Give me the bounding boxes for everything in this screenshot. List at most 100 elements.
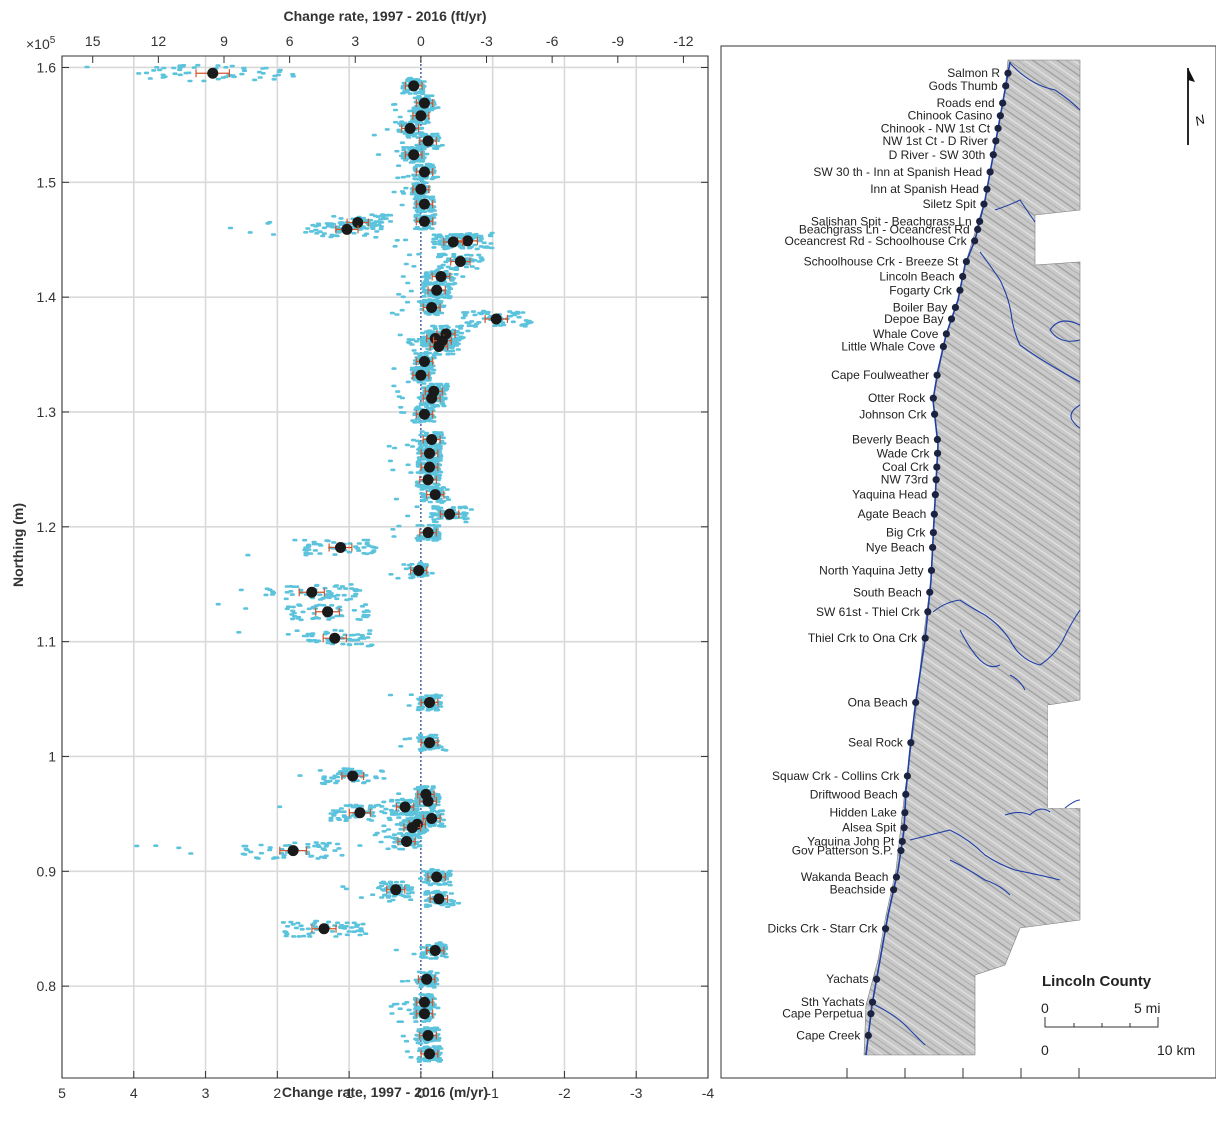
y-tick-label: 1.6 <box>37 59 57 75</box>
transect-rates <box>84 63 534 1063</box>
mean-rate-point <box>419 135 437 147</box>
x-axis-ticks: 5 4 3 2 1 0 -1 -2 -3 -4 <box>58 1071 714 1101</box>
mean-marker <box>329 632 341 644</box>
place-marker: South Beach <box>853 585 934 599</box>
mean-rate-point <box>419 795 437 807</box>
place-dot <box>933 463 941 471</box>
place-marker: Wade Crk <box>877 446 942 460</box>
place-marker: Lincoln Beach <box>879 269 967 283</box>
place-dot <box>971 237 979 245</box>
scale-upper-5mi: 5 mi <box>1134 1000 1160 1016</box>
place-dot <box>962 257 970 266</box>
mean-marker <box>424 737 436 749</box>
mean-rate-point <box>426 489 445 501</box>
mean-marker <box>415 183 427 195</box>
place-label: Fogarty Crk <box>889 283 953 297</box>
place-marker: Beachgrass Ln - Oceancrest Rd <box>799 222 982 236</box>
scale-lower-zero: 0 <box>1041 1042 1049 1058</box>
place-label: Yaquina John Pt <box>807 834 895 848</box>
place-marker: Cape Perpetua <box>782 1007 875 1021</box>
place-dot <box>867 1010 875 1018</box>
place-label: Thiel Crk to Ona Crk <box>808 631 918 645</box>
mean-marker <box>424 1048 436 1060</box>
mean-rate-point <box>395 801 415 813</box>
place-label: Salishan Spit - Beachgrass Ln <box>811 214 972 228</box>
place-label: Cape Creek <box>796 1029 861 1043</box>
place-dot <box>902 790 910 798</box>
mean-rate-point <box>415 1008 434 1020</box>
place-dot <box>933 371 941 379</box>
place-label: NW 73rd <box>881 473 928 487</box>
mean-marker <box>424 461 436 473</box>
place-label: NW 1st Ct - D River <box>882 134 987 148</box>
place-dot <box>927 566 936 575</box>
mean-marker <box>424 447 436 459</box>
place-marker: Oceancrest Rd - Schoolhouse Crk <box>785 234 979 248</box>
place-marker: Chinook - NW 1st Ct <box>881 121 1002 135</box>
map-gap <box>1048 705 1080 808</box>
place-label: Agate Beach <box>858 507 927 521</box>
mean-rate-point <box>429 893 449 905</box>
place-dot <box>892 873 901 881</box>
mean-rate-point <box>341 770 365 782</box>
mean-marker <box>421 973 433 985</box>
x-tick-label: 3 <box>202 1085 210 1101</box>
place-label: Chinook Casino <box>908 109 993 123</box>
x2-tick-label: 0 <box>417 33 425 49</box>
y-axis-ticks: 0.8 0.9 1 1.1 1.2 1.3 1.4 1.5 1.6 <box>37 59 708 994</box>
place-dot <box>999 99 1007 107</box>
place-marker: Boiler Bay <box>893 300 960 314</box>
mean-marker <box>418 198 430 210</box>
mean-marker <box>426 301 438 313</box>
mean-marker <box>404 122 416 134</box>
place-marker: Ona Beach <box>848 696 920 710</box>
place-dot <box>881 925 890 933</box>
place-label: Sth Yachats <box>801 995 865 1009</box>
y-tick-label: 1.2 <box>37 519 57 535</box>
place-dot <box>868 998 877 1006</box>
x2-tick-label: 15 <box>85 33 101 49</box>
y-tick-label: 1.3 <box>37 404 57 420</box>
place-dot <box>897 847 905 855</box>
mean-rate-point <box>426 945 445 957</box>
x2-axis-label: Change rate, 1997 - 2016 (ft/yr) <box>283 8 486 24</box>
mean-marker <box>354 807 366 819</box>
place-dot <box>933 449 942 457</box>
mean-marker <box>429 945 441 957</box>
mean-marker <box>433 341 445 353</box>
place-marker: Fogarty Crk <box>889 283 964 297</box>
place-marker: Siletz Spit <box>923 197 988 211</box>
mean-rate-point <box>322 632 347 644</box>
mean-marker <box>433 893 445 905</box>
mean-rate-point <box>348 807 372 819</box>
mean-marker <box>422 527 434 539</box>
place-marker: Beachside <box>830 883 898 897</box>
place-dot <box>942 330 950 338</box>
place-marker: Yaquina John Pt <box>807 834 906 848</box>
place-dot <box>974 225 982 233</box>
place-label: Hidden Lake <box>829 806 897 820</box>
place-marker: Dicks Crk - Starr Crk <box>768 922 890 936</box>
mean-marker <box>422 474 434 486</box>
place-label: Boiler Bay <box>893 300 948 314</box>
mean-rate-point <box>397 835 416 847</box>
mean-marker <box>426 392 438 404</box>
mean-marker <box>418 166 430 178</box>
place-label: North Yaquina Jetty <box>819 563 923 577</box>
mean-rate-point <box>450 256 471 268</box>
x-tick-label: 2 <box>273 1085 281 1101</box>
mean-rate-point <box>415 996 434 1008</box>
mean-rate-point <box>443 236 464 248</box>
mean-marker <box>418 996 430 1008</box>
place-dot <box>980 200 988 208</box>
place-dot <box>947 315 956 323</box>
place-dot <box>907 739 915 747</box>
x2-axis-ticks: 15 12 9 6 3 0 -3 -6 -9 -12 <box>85 33 694 63</box>
place-marker: North Yaquina Jetty <box>819 563 936 577</box>
place-marker: Schoolhouse Crk - Breeze St <box>804 255 970 269</box>
place-marker: Cape Foulweather <box>831 368 941 382</box>
mean-marker <box>347 770 359 782</box>
scale-bar: 0 5 mi 0 10 km <box>1041 1000 1195 1058</box>
mean-rate-point <box>419 474 437 486</box>
